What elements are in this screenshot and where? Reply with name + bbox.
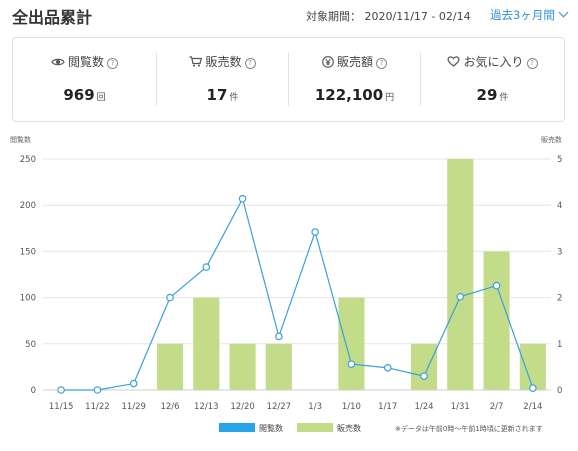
bar xyxy=(483,251,510,390)
x-tick-label: 11/29 xyxy=(121,402,146,412)
line-point xyxy=(492,281,501,290)
period-value: 2020/11/17 - 02/14 xyxy=(364,10,471,23)
x-tick-label: 12/13 xyxy=(194,402,219,412)
line-point xyxy=(529,384,537,392)
help-icon[interactable]: ? xyxy=(526,58,538,69)
x-tick-label: 2/14 xyxy=(523,402,542,412)
left-tick-label: 100 xyxy=(20,294,36,304)
x-tick-label: 1/31 xyxy=(451,402,470,412)
legend-swatch xyxy=(297,423,333,432)
chevron-down-icon xyxy=(558,7,569,18)
legend-label: 閲覧数 xyxy=(259,424,283,433)
stat-label: 閲覧数 xyxy=(67,55,104,69)
x-tick-label: 1/10 xyxy=(342,402,361,412)
period-selector-label: 過去3ヶ月間 xyxy=(490,8,555,22)
line-point xyxy=(420,372,428,380)
stat-value: 969 xyxy=(63,86,95,104)
line-point xyxy=(129,379,138,388)
period-label: 対象期間： xyxy=(306,10,361,23)
stat-favorites: お気に入り? 29 件 xyxy=(421,38,564,121)
line-point xyxy=(275,332,283,341)
x-tick-label: 1/24 xyxy=(414,402,433,412)
divider xyxy=(156,53,157,106)
line-point xyxy=(238,194,247,203)
help-icon[interactable]: ? xyxy=(244,58,256,69)
bar xyxy=(447,159,474,390)
line-point xyxy=(347,360,356,368)
line-point xyxy=(57,386,65,394)
stat-label: 販売額 xyxy=(336,55,373,69)
cart-icon xyxy=(189,56,203,67)
stat-unit: 件 xyxy=(499,93,509,103)
right-tick-label: 0 xyxy=(557,386,562,396)
stat-unit: 回 xyxy=(96,93,106,103)
right-axis-title: 販売数 xyxy=(541,136,562,144)
stat-unit: 円 xyxy=(385,93,395,103)
x-tick-label: 12/20 xyxy=(230,402,255,412)
x-tick-label: 2/7 xyxy=(490,402,504,412)
left-tick-label: 0 xyxy=(31,386,36,396)
eye-icon xyxy=(51,58,65,66)
bar xyxy=(229,343,256,390)
page-title: 全出品累計 xyxy=(12,8,93,27)
legend-views: 閲覧数 xyxy=(219,423,283,435)
legend-label: 販売数 xyxy=(337,424,361,433)
stat-revenue: 販売額? 122,100 円 xyxy=(289,38,420,121)
update-note: ※データは午前0時〜午前1時頃に更新されます xyxy=(395,425,543,433)
stat-label: お気に入り xyxy=(463,55,524,69)
line-point xyxy=(311,228,319,236)
x-tick-label: 11/22 xyxy=(85,402,110,412)
bar xyxy=(519,343,546,390)
help-icon[interactable]: ? xyxy=(376,58,387,69)
legend-swatch xyxy=(219,423,255,432)
divider xyxy=(420,53,421,106)
stat-views: 閲覧数? 969 回 xyxy=(13,38,156,121)
bar xyxy=(156,343,184,390)
bar xyxy=(410,343,438,390)
stat-value: 29 xyxy=(476,86,498,104)
stats-panel: 閲覧数? 969 回 販売数? 17 件 販売額? 122,100 円 お気に入り? xyxy=(12,37,565,122)
right-tick-label: 5 xyxy=(557,155,562,165)
x-tick-label: 11/15 xyxy=(49,402,74,412)
left-tick-label: 250 xyxy=(20,155,36,165)
divider xyxy=(288,53,289,106)
line-series xyxy=(61,197,534,391)
right-tick-label: 3 xyxy=(557,247,562,257)
x-tick-label: 12/6 xyxy=(160,402,179,412)
legend-sales: 販売数 xyxy=(297,423,361,435)
period-selector[interactable]: 過去3ヶ月間 xyxy=(490,7,569,23)
x-tick-label: 1/3 xyxy=(308,402,322,412)
line-point xyxy=(456,292,465,301)
line-point xyxy=(93,386,102,394)
bar xyxy=(265,343,292,390)
yen-icon xyxy=(322,56,334,68)
right-tick-label: 4 xyxy=(557,201,562,211)
right-tick-label: 1 xyxy=(557,340,562,350)
line-point xyxy=(202,263,211,271)
left-tick-label: 50 xyxy=(25,340,36,350)
stat-unit: 件 xyxy=(229,93,239,103)
bar xyxy=(193,297,220,390)
target-period: 対象期間： 2020/11/17 - 02/14 xyxy=(306,8,471,24)
left-axis-title: 閲覧数 xyxy=(10,136,31,144)
left-tick-label: 150 xyxy=(20,247,36,257)
heart-icon xyxy=(447,56,460,67)
sales-views-chart: 0 50 100 150 200 250 0 1 2 3 4 5 11/15 11/22 11/29 12/6… xyxy=(20,155,563,412)
line-point xyxy=(166,293,174,302)
help-icon[interactable]: ? xyxy=(107,58,118,69)
stat-sales: 販売数? 17 件 xyxy=(157,38,288,121)
bar xyxy=(338,297,365,390)
x-tick-label: 1/17 xyxy=(378,402,397,412)
stat-label: 販売数 xyxy=(205,55,242,69)
x-tick-label: 12/27 xyxy=(267,402,292,412)
page-header: 全出品累計 対象期間： 2020/11/17 - 02/14 過去3ヶ月間 xyxy=(0,0,578,30)
stat-value: 17 xyxy=(206,86,228,104)
right-tick-label: 2 xyxy=(557,294,562,304)
stat-value: 122,100 xyxy=(314,86,384,104)
line-point xyxy=(383,364,392,372)
left-tick-label: 200 xyxy=(20,201,36,211)
